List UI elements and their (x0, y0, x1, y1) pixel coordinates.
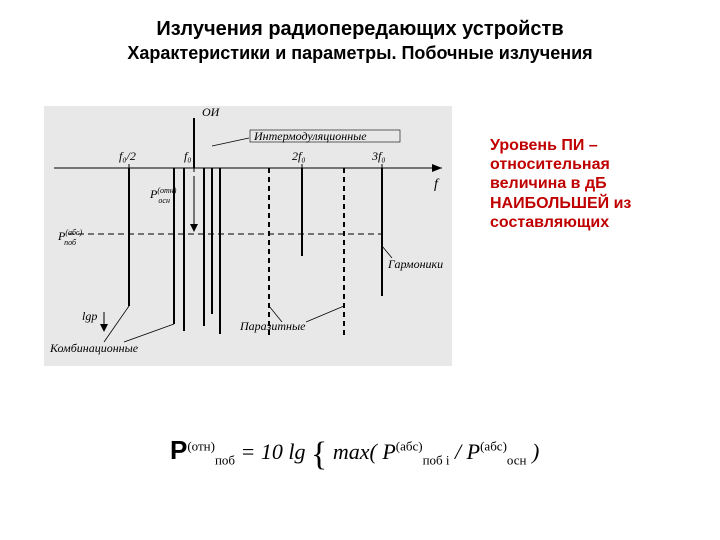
svg-text:f₀: f₀ (184, 149, 192, 163)
formula-close: ) (532, 439, 539, 464)
title-block: Излучения радиопередающих устройств Хара… (0, 18, 720, 64)
svg-text:Интермодуляционные: Интермодуляционные (253, 129, 367, 143)
spectrum-svg: f f₀/2 f₀ 2f₀ 3f₀ ОИ Интермодуляционные Гармони… (44, 106, 452, 366)
formula-P: P (170, 435, 187, 465)
svg-text:P(абс)поб: P(абс)поб (57, 228, 82, 247)
formula-eq: = 10 (241, 439, 289, 464)
formula: P(отн)поб = 10 lg { max( P(абс)поб i / P… (170, 430, 630, 468)
svg-text:Паразитные: Паразитные (239, 319, 306, 333)
formula-brace: { (311, 436, 327, 473)
svg-text:lgp: lgp (82, 309, 97, 323)
formula-lg: lg (288, 439, 305, 464)
svg-text:2f₀: 2f₀ (292, 149, 306, 163)
title-line-1: Излучения радиопередающих устройств (0, 18, 720, 41)
svg-text:Комбинационные: Комбинационные (49, 341, 139, 355)
formula-div: / P (455, 439, 480, 464)
svg-text:f₀/2: f₀/2 (119, 149, 136, 163)
title-line-2: Характеристики и параметры. Побочные изл… (0, 43, 720, 64)
formula-lhs-sup: (отн) (187, 439, 215, 454)
formula-lhs-sub: поб (215, 452, 235, 467)
svg-text:f: f (434, 177, 440, 192)
svg-text:P(отн)осн: P(отн)осн (149, 186, 177, 205)
svg-text:ОИ: ОИ (202, 106, 221, 119)
formula-p1-sub: поб i (423, 452, 450, 467)
svg-text:3f₀: 3f₀ (371, 149, 386, 163)
page-root: Излучения радиопередающих устройств Хара… (0, 0, 720, 540)
spectrum-diagram: f f₀/2 f₀ 2f₀ 3f₀ ОИ Интермодуляционные Гармони… (44, 106, 452, 366)
svg-text:Гармоники: Гармоники (387, 257, 443, 271)
formula-p2-sub: осн (507, 452, 527, 467)
formula-max: max( P (333, 439, 396, 464)
formula-p1-sup: (абс) (396, 439, 423, 454)
formula-p2-sup: (абс) (480, 439, 507, 454)
side-annotation: Уровень ПИ – относительная величина в дБ… (490, 136, 690, 232)
